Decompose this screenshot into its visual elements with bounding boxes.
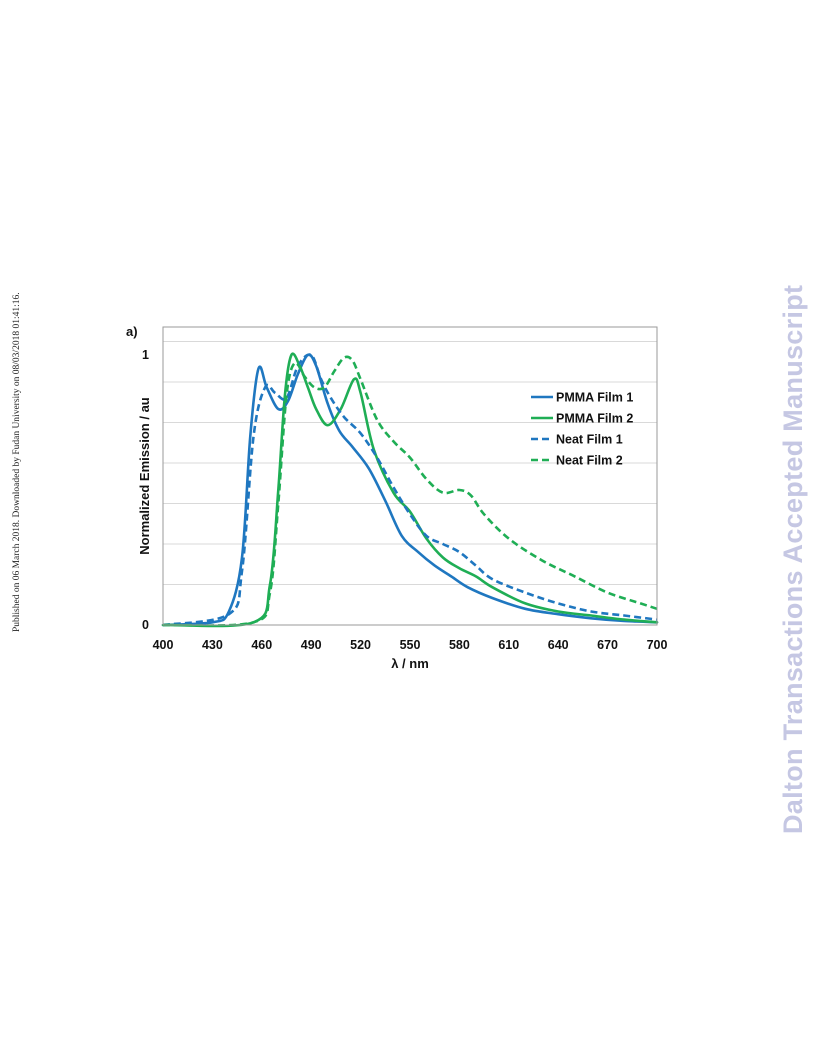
legend-label: PMMA Film 2 — [556, 412, 633, 426]
y-axis-label: Normalized Emission / au — [137, 397, 152, 555]
x-tick-label: 700 — [647, 638, 668, 652]
x-tick-label: 460 — [251, 638, 272, 652]
plot-frame — [162, 326, 658, 626]
x-tick-label: 430 — [202, 638, 223, 652]
x-tick-label: 400 — [153, 638, 174, 652]
y-tick-labels: 01 — [142, 348, 149, 632]
legend-label: Neat Film 2 — [556, 454, 623, 468]
series-line-neat-film-2 — [162, 355, 658, 627]
panel-label: a) — [126, 324, 138, 339]
series-line-pmma-film-1 — [161, 353, 659, 627]
series-line-pmma-film-2 — [161, 352, 659, 628]
x-axis-label: λ / nm — [391, 656, 429, 671]
x-tick-label: 490 — [301, 638, 322, 652]
series-line-neat-film-1 — [162, 353, 658, 627]
x-tick-label: 550 — [400, 638, 421, 652]
x-tick-label: 610 — [498, 638, 519, 652]
x-tick-label: 580 — [449, 638, 470, 652]
legend-label: PMMA Film 1 — [556, 391, 633, 405]
series-group — [161, 352, 659, 628]
x-tick-label: 670 — [597, 638, 618, 652]
legend-label: Neat Film 1 — [556, 433, 623, 447]
legend: PMMA Film 1 PMMA Film 2 Neat Film 1 Neat Fi… — [531, 391, 633, 468]
x-tick-labels: 400 430 460 490 520 550 580 610 640 670 700 — [153, 638, 668, 652]
y-tick-label: 0 — [142, 618, 149, 632]
x-tick-label: 640 — [548, 638, 569, 652]
y-tick-label: 1 — [142, 348, 149, 362]
x-tick-label: 520 — [350, 638, 371, 652]
